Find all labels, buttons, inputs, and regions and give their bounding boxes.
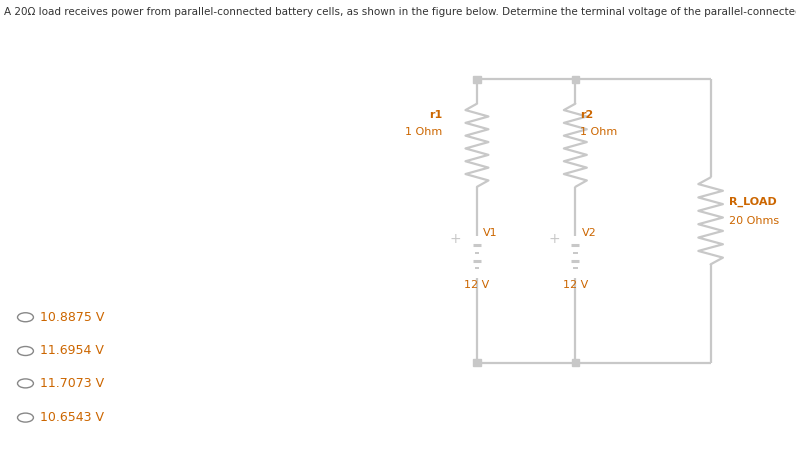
Text: R_LOAD: R_LOAD xyxy=(729,197,777,207)
Text: V2: V2 xyxy=(582,228,596,238)
Text: 12 V: 12 V xyxy=(464,280,490,290)
Text: +: + xyxy=(548,232,560,246)
Bar xyxy=(572,359,579,366)
Text: 20 Ohms: 20 Ohms xyxy=(729,216,779,226)
Text: 11.6954 V: 11.6954 V xyxy=(40,345,103,357)
Bar xyxy=(572,76,579,82)
Text: 10.6543 V: 10.6543 V xyxy=(40,411,103,424)
Bar xyxy=(474,76,481,82)
Text: A 20Ω load receives power from parallel-connected battery cells, as shown in the: A 20Ω load receives power from parallel-… xyxy=(4,7,796,17)
Text: 11.7073 V: 11.7073 V xyxy=(40,377,104,390)
Text: r1: r1 xyxy=(429,110,442,120)
Text: 12 V: 12 V xyxy=(563,280,588,290)
Text: V1: V1 xyxy=(483,228,498,238)
Text: +: + xyxy=(450,232,462,246)
Text: 1 Ohm: 1 Ohm xyxy=(405,127,442,137)
Text: 10.8875 V: 10.8875 V xyxy=(40,311,104,324)
Text: 1 Ohm: 1 Ohm xyxy=(580,127,618,137)
Bar xyxy=(474,359,481,366)
Text: r2: r2 xyxy=(580,110,594,120)
